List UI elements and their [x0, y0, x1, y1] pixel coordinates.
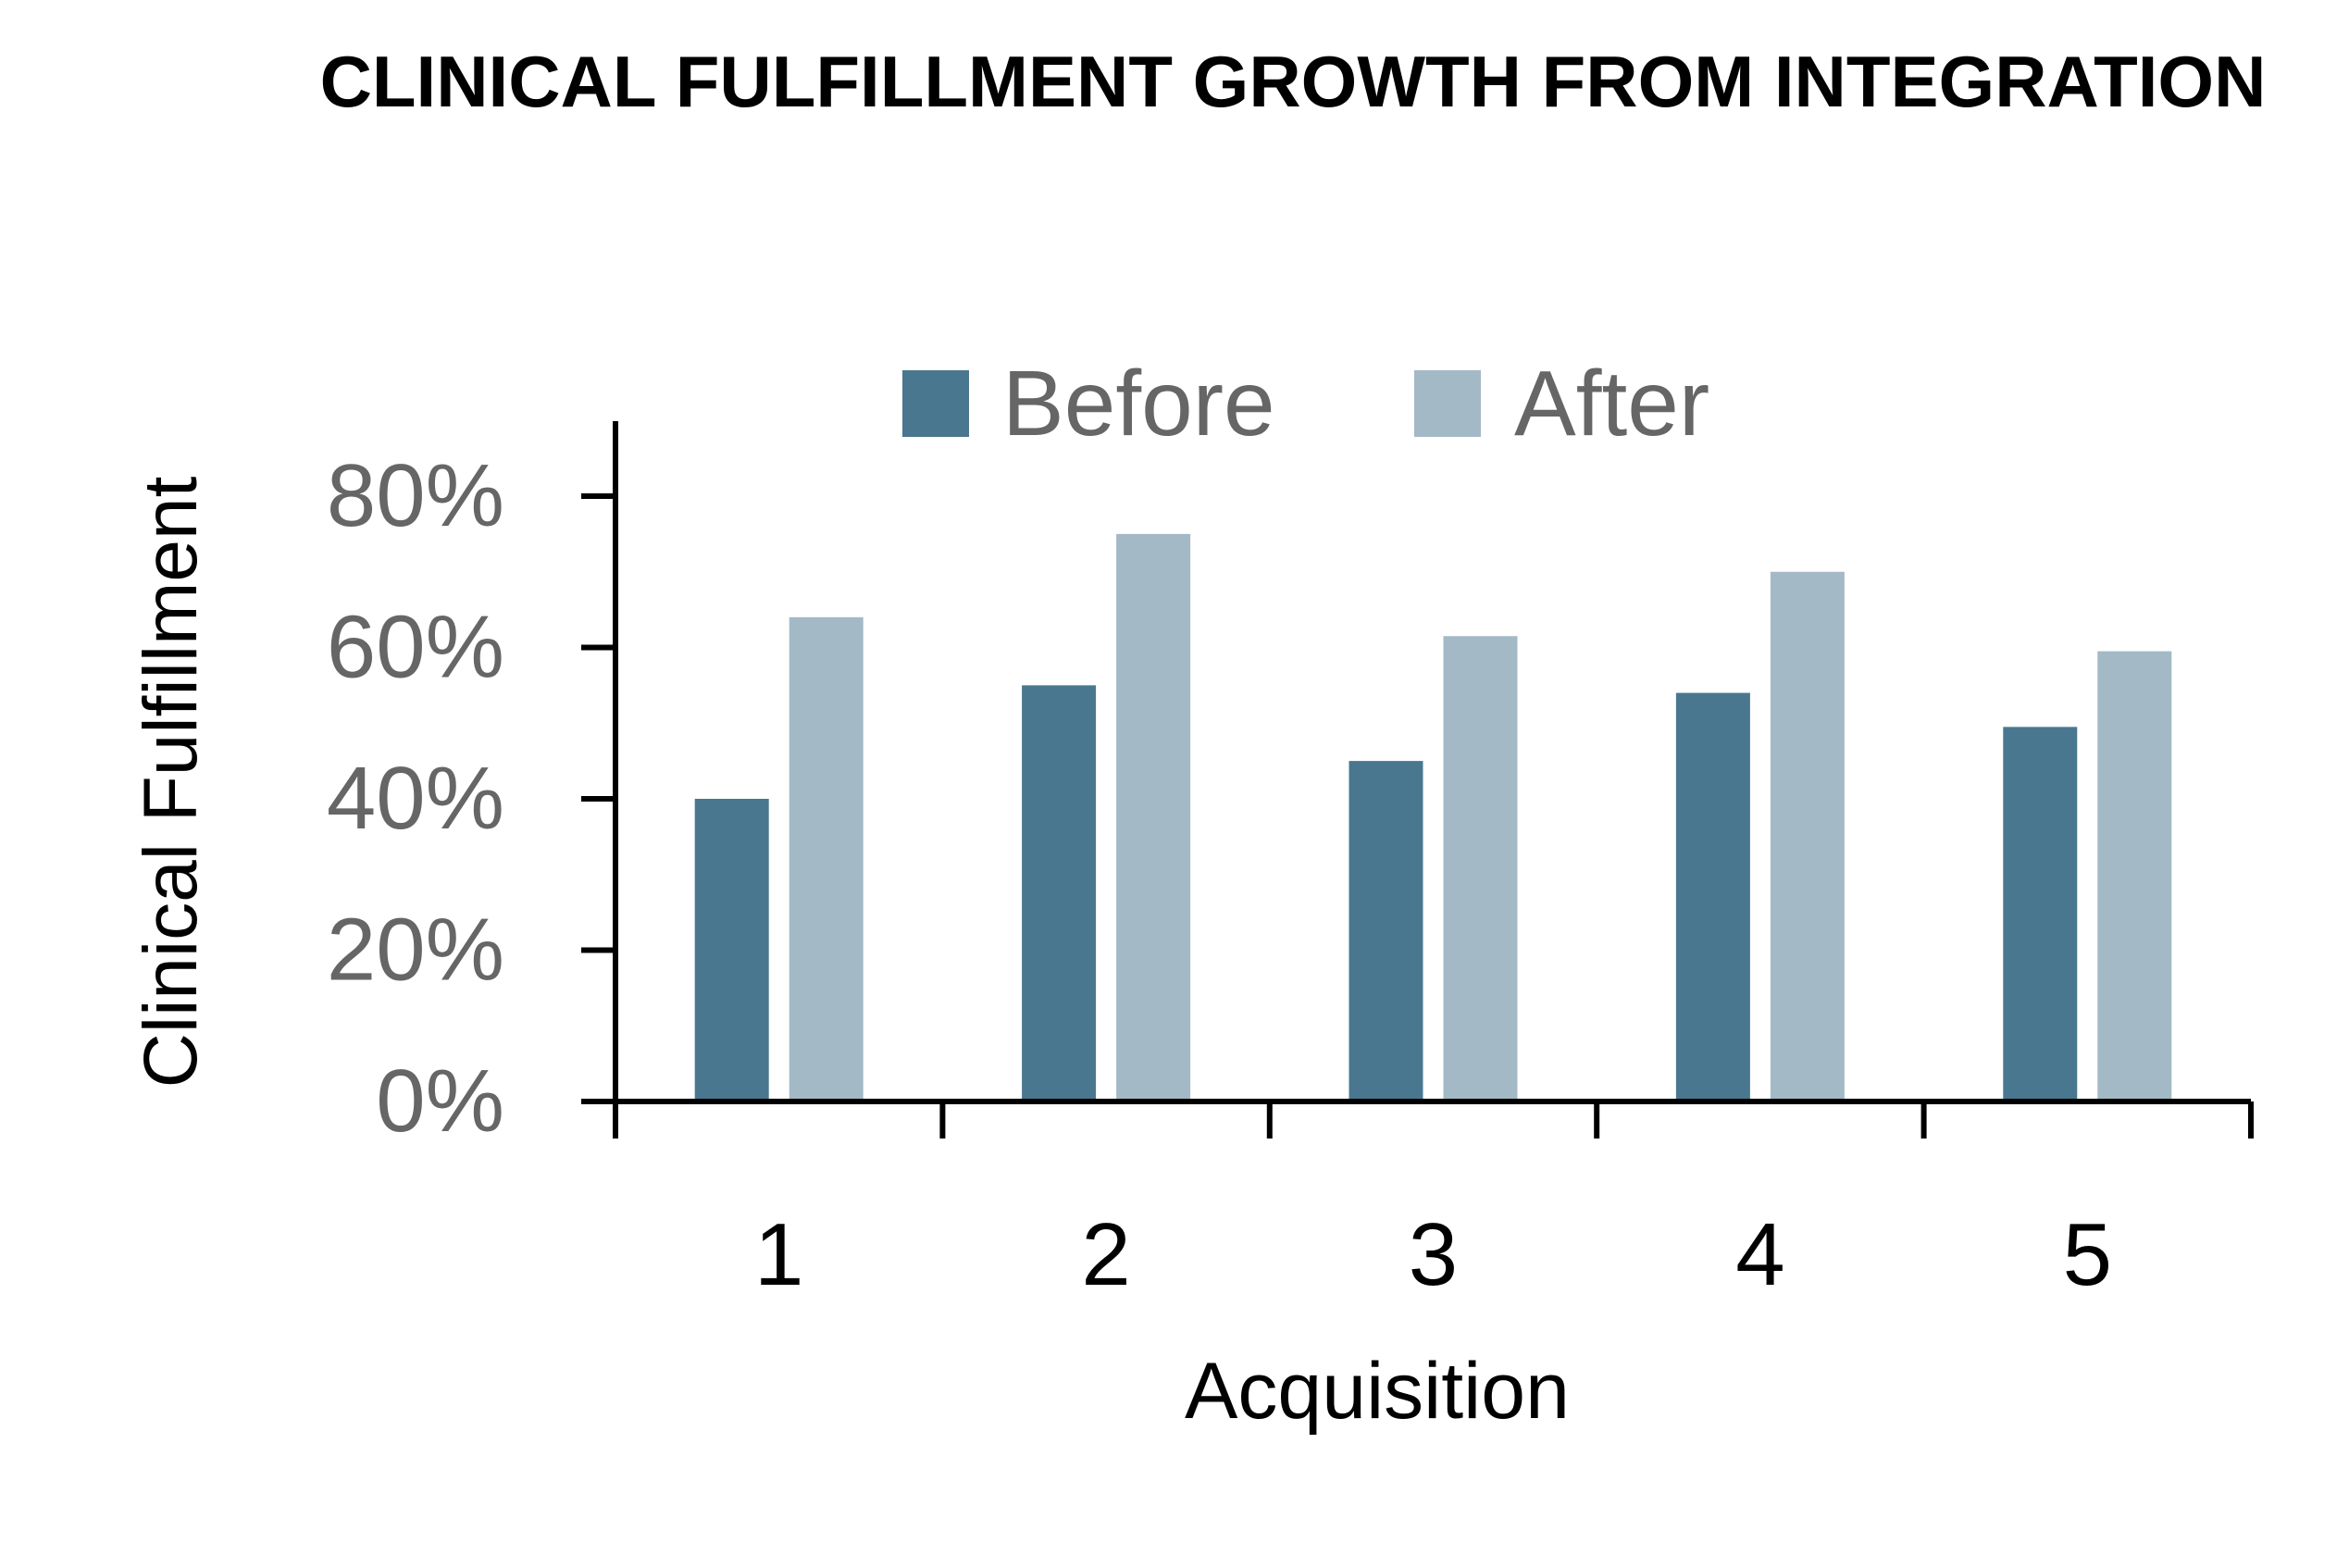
bars: [694, 533, 2172, 1101]
x-axis-label: Acquisition: [1185, 1347, 1570, 1436]
legend-swatch-after: [1414, 370, 1481, 437]
y-tick-label: 0%: [376, 1052, 504, 1151]
bar-after-4: [1770, 571, 1845, 1101]
bar-after-2: [1116, 533, 1191, 1101]
legend-label-after: After: [1514, 352, 1709, 455]
legend-swatch-before: [902, 370, 969, 437]
bar-before-1: [694, 799, 769, 1101]
bar-before-5: [2003, 727, 2078, 1101]
x-tick-label: 2: [1081, 1205, 1130, 1304]
bar-before-3: [1348, 761, 1423, 1101]
axes: [581, 421, 2254, 1139]
chart-title: CLINICAL FULFILLMENT GROWTH FROM INTEGRA…: [320, 41, 2267, 122]
bar-before-2: [1022, 685, 1097, 1101]
x-tick-label: 1: [754, 1205, 803, 1304]
y-tick-label: 80%: [327, 446, 504, 545]
x-tick-label: 3: [1409, 1205, 1458, 1304]
y-tick-label: 40%: [327, 749, 504, 848]
bar-after-5: [2097, 651, 2172, 1101]
y-axis-label: Clinical Fulfillment: [129, 476, 213, 1088]
bar-before-4: [1675, 692, 1750, 1101]
x-tick-label: 5: [2063, 1205, 2112, 1304]
y-ticks: 0% 20% 40% 60% 80%: [327, 446, 615, 1151]
legend-label-before: Before: [1002, 352, 1275, 455]
bar-after-1: [789, 616, 864, 1101]
x-tick-label: 4: [1735, 1205, 1784, 1304]
x-ticks: 1 2 3 4 5: [754, 1205, 2112, 1304]
legend: Before After: [902, 352, 1709, 455]
y-tick-label: 60%: [327, 598, 504, 697]
bar-after-3: [1443, 636, 1518, 1101]
y-tick-label: 20%: [327, 901, 504, 1000]
